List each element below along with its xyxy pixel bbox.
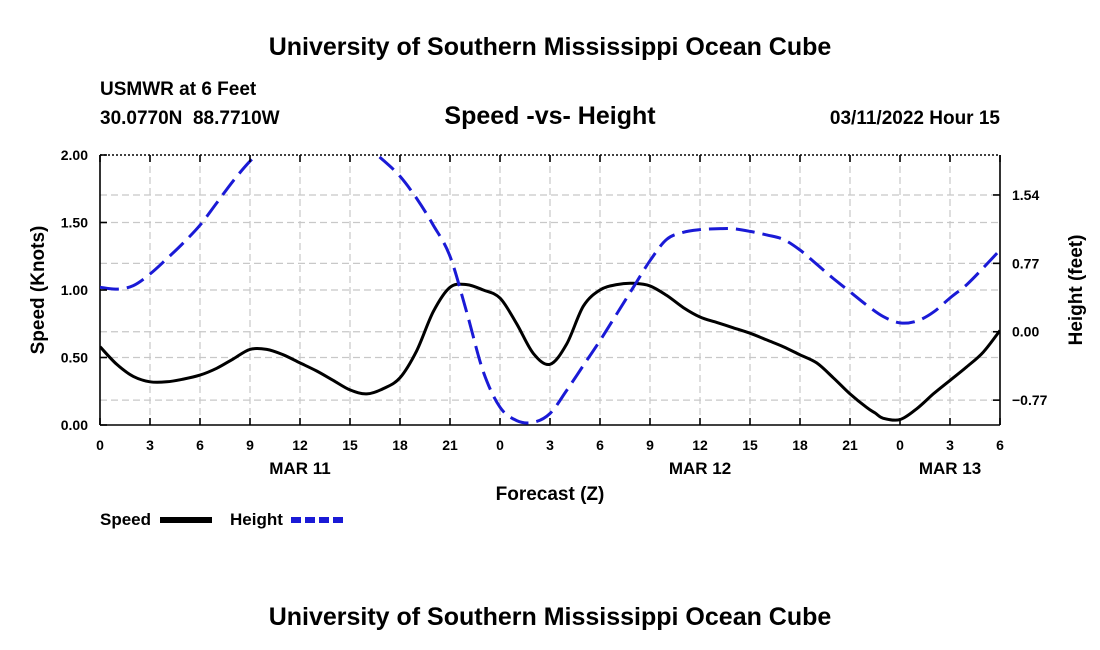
- chart-axes: 0 3 6 9 12 15 18 21 0 3 6 9 12 15 18 21 0 3 6 MAR 11 MAR 12 M…: [61, 147, 1048, 478]
- x-tick-label: 6: [996, 437, 1004, 453]
- x-tick-label: 18: [392, 437, 408, 453]
- x-tick-label: 3: [946, 437, 954, 453]
- chart-legend: Speed Height: [100, 510, 343, 529]
- x-date-label: MAR 11: [269, 459, 330, 478]
- series-line-speed: [100, 281, 1000, 422]
- station-coordinates: 30.0770N 88.7710W: [100, 108, 280, 129]
- x-tick-label: 0: [96, 437, 104, 453]
- y2-tick-label: 1.54: [1012, 187, 1039, 203]
- x-tick-label: 15: [742, 437, 758, 453]
- x-tick-label: 12: [292, 437, 308, 453]
- footer-title: University of Southern Mississippi Ocean…: [269, 603, 832, 631]
- x-tick-label: 12: [692, 437, 708, 453]
- x-tick-label: 21: [842, 437, 858, 453]
- y-tick-label: 2.00: [61, 147, 88, 163]
- x-tick-label: 18: [792, 437, 808, 453]
- page-title: University of Southern Mississippi Ocean…: [269, 33, 832, 61]
- y2-axis-label: Height (feet): [1066, 235, 1087, 346]
- x-tick-label: 6: [596, 437, 604, 453]
- y2-tick-label: 0.77: [1012, 255, 1039, 271]
- x-axis-label: Forecast (Z): [496, 484, 605, 505]
- x-tick-label: 3: [146, 437, 154, 453]
- legend-label-speed: Speed: [100, 510, 151, 529]
- chart-gridlines: [100, 155, 1000, 425]
- y-tick-label: 1.50: [61, 215, 88, 231]
- y-tick-label: 0.00: [61, 417, 88, 433]
- x-tick-label: 21: [442, 437, 458, 453]
- forecast-datetime: 03/11/2022 Hour 15: [830, 108, 1000, 129]
- x-tick-label: 15: [342, 437, 358, 453]
- x-tick-label: 0: [496, 437, 504, 453]
- x-tick-label: 6: [196, 437, 204, 453]
- y-tick-label: 0.50: [61, 350, 88, 366]
- x-tick-label: 9: [646, 437, 654, 453]
- x-date-label: MAR 12: [669, 459, 731, 478]
- legend-label-height: Height: [230, 510, 283, 529]
- x-tick-label: 0: [896, 437, 904, 453]
- x-date-label: MAR 13: [919, 459, 981, 478]
- y-tick-label: 1.00: [61, 282, 88, 298]
- y2-tick-label: −0.77: [1012, 392, 1048, 408]
- y2-tick-label: 0.00: [1012, 324, 1039, 340]
- y-axis-label: Speed (Knots): [28, 226, 49, 355]
- x-tick-label: 3: [546, 437, 554, 453]
- x-tick-label: 9: [246, 437, 254, 453]
- station-label: USMWR at 6 Feet: [100, 79, 257, 100]
- chart-subtitle: Speed -vs- Height: [444, 102, 656, 130]
